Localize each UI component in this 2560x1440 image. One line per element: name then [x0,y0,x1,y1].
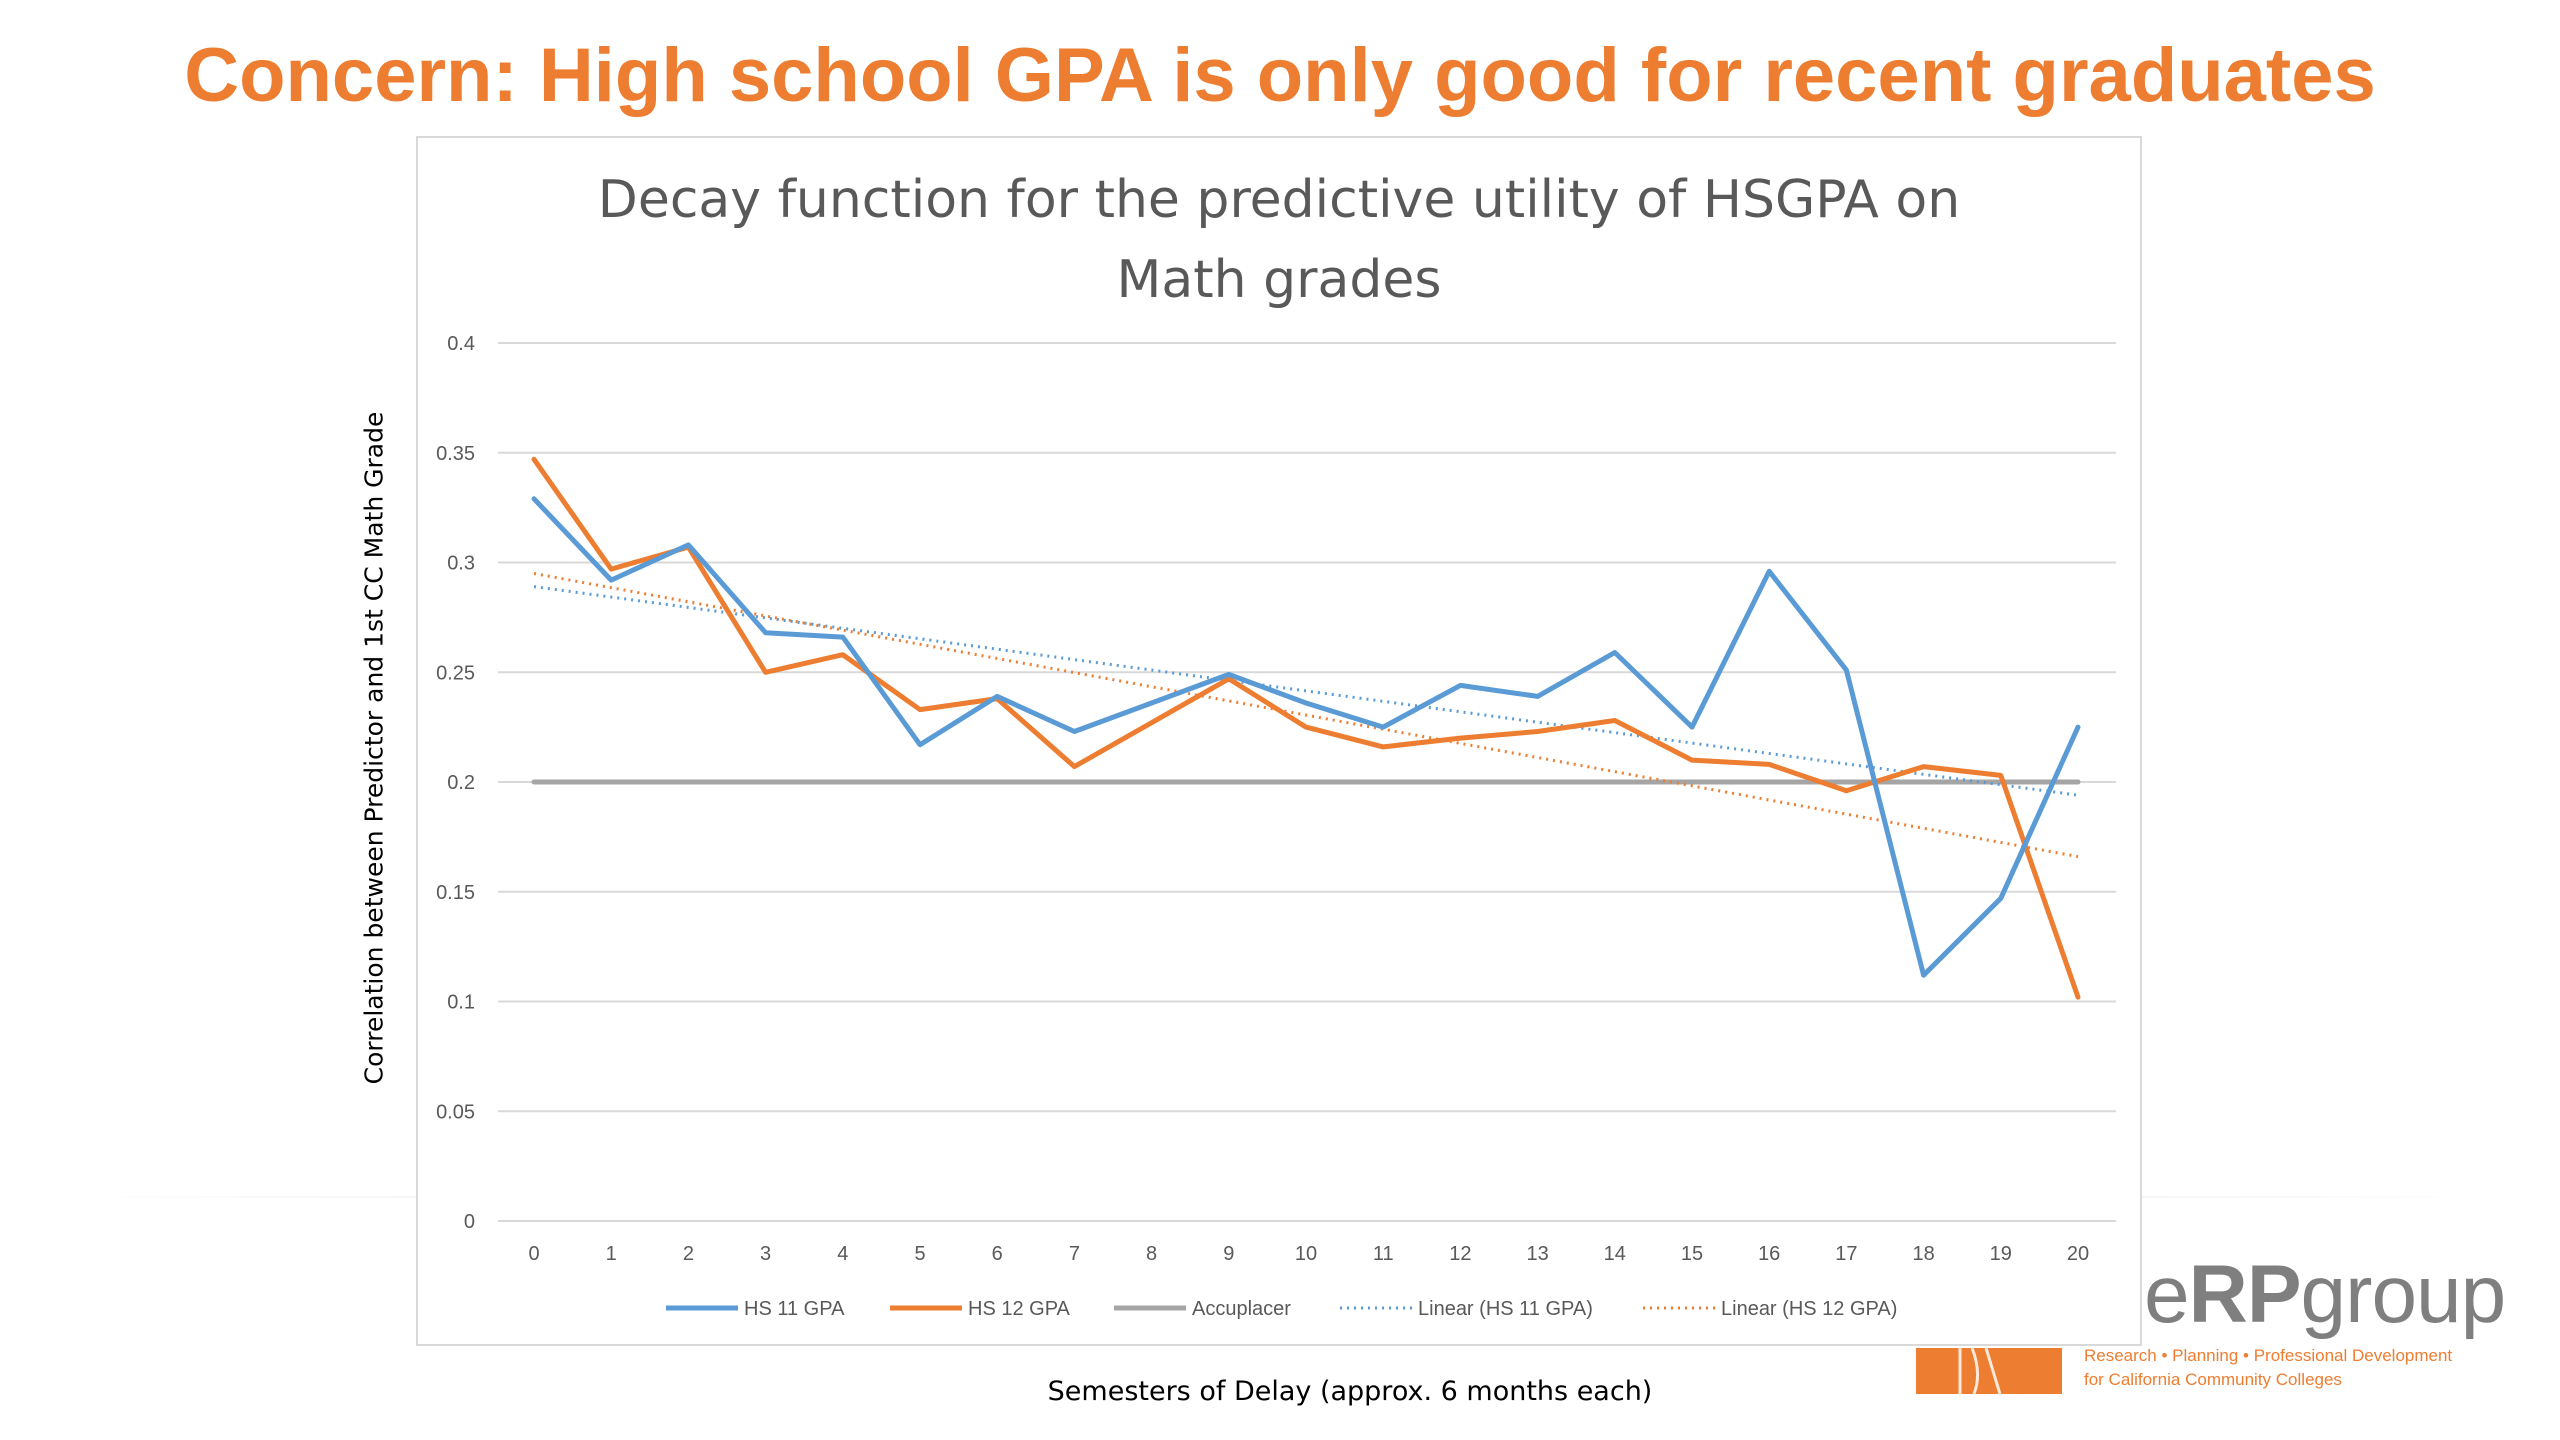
series-line-hs-12-gpa [531,456,2081,1000]
x-tick-label: 20 [2067,1243,2089,1265]
x-tick-label: 14 [1604,1243,1626,1265]
logo-tagline-1: Research • Planning • Professional Devel… [2084,1346,2453,1365]
x-tick-label: 4 [837,1243,848,1265]
series-line-hs-11-gpa [531,496,2081,978]
x-tick-label: 11 [1373,1243,1394,1265]
x-tick-label: 17 [1835,1243,1857,1265]
legend-label: Linear (HS 12 GPA) [1721,1298,1897,1320]
y-tick-label: 0 [464,1211,475,1233]
y-tick-label: 0.15 [436,882,475,904]
slide-title: Concern: High school GPA is only good fo… [184,33,2376,118]
series-line-linear-hs-11-gpa [533,585,2079,797]
x-tick-label: 5 [914,1243,925,1265]
y-tick-label: 0.05 [436,1101,475,1123]
logo-tagline-2: for California Community Colleges [2084,1370,2342,1389]
chart-title-line-1: Decay function for the predictive utilit… [597,170,1961,230]
x-tick-label: 0 [528,1243,539,1265]
y-tick-label: 0.25 [436,662,475,684]
logo-text-rest: group [2300,1249,2507,1340]
y-axis-label: Correlation between Predictor and 1st CC… [359,411,389,1085]
chart-title: Decay function for the predictive utilit… [416,160,2142,320]
x-tick-label: 19 [1990,1243,2012,1265]
x-tick-label: 10 [1295,1243,1317,1265]
x-tick-label: 13 [1526,1243,1548,1265]
y-tick-label: 0.35 [436,443,475,465]
legend-label: Accuplacer [1192,1298,1291,1320]
y-tick-label: 0.3 [447,553,475,575]
x-tick-label: 1 [606,1243,617,1265]
legend-label: Linear (HS 11 GPA) [1418,1298,1593,1320]
x-tick-label: 15 [1681,1243,1703,1265]
rp-group-logo-mark [1916,1348,2062,1394]
series-line-linear-hs-12-gpa [533,572,2079,859]
legend-label: HS 12 GPA [968,1298,1071,1320]
x-tick-label: 2 [683,1243,694,1265]
chart-area [416,136,2142,1346]
x-tick-label: 12 [1449,1243,1471,1265]
logo-text-light: e [2144,1249,2190,1340]
chart-title-line-2: Math grades [1116,250,1442,310]
legend-label: HS 11 GPA [744,1298,845,1320]
x-axis-label: Semesters of Delay (approx. 6 months eac… [1047,1376,1653,1407]
x-tick-label: 18 [1912,1243,1934,1265]
rp-group-logo-text: eRPgroup [2144,1249,2507,1340]
x-tick-label: 8 [1146,1243,1157,1265]
x-tick-label: 3 [760,1243,771,1265]
y-tick-label: 0.1 [447,992,475,1014]
x-tick-label: 6 [992,1243,1003,1265]
x-tick-label: 7 [1069,1243,1080,1265]
y-tick-label: 0.2 [447,772,475,794]
x-tick-label: 16 [1758,1243,1780,1265]
y-tick-label: 0.4 [447,333,475,355]
x-tick-label: 9 [1223,1243,1234,1265]
logo-text-bold: RP [2188,1249,2302,1340]
